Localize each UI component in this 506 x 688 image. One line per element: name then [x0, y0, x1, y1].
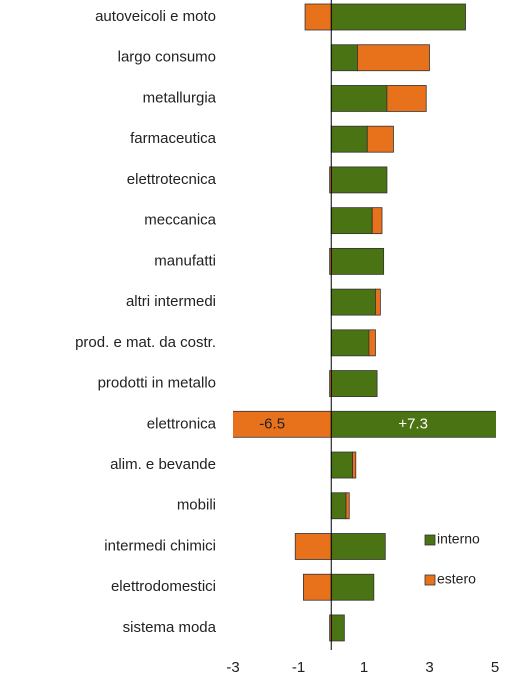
value-label: +7.3	[398, 415, 428, 432]
x-tick-label: -1	[292, 659, 305, 676]
category-label: autoveicoli e moto	[95, 8, 216, 25]
bar	[294, 533, 332, 560]
category-label: elettrodomestici	[111, 578, 216, 595]
category-label: prodotti in metallo	[98, 375, 216, 392]
bar	[330, 247, 385, 275]
category-label: intermedi chimici	[104, 537, 216, 554]
x-tick-label: 1	[360, 659, 368, 676]
legend-label: estero	[437, 571, 476, 587]
bar	[330, 288, 376, 316]
bar	[330, 44, 358, 72]
bar	[368, 329, 376, 357]
bar	[330, 573, 375, 601]
bar	[386, 85, 427, 112]
bar	[330, 410, 496, 438]
bar	[330, 85, 388, 112]
bar	[330, 329, 370, 357]
category-label: mobili	[177, 497, 216, 514]
bar	[330, 3, 466, 31]
value-label: -6.5	[259, 415, 285, 432]
x-tick-label: 5	[491, 659, 499, 676]
category-label: alim. e bevande	[110, 456, 216, 473]
category-label: elettrotecnica	[127, 171, 217, 188]
legend-swatch	[424, 574, 436, 586]
bar	[330, 370, 378, 397]
category-label: elettronica	[147, 415, 217, 432]
bar	[330, 614, 345, 642]
category-label: largo consumo	[118, 49, 216, 66]
bar	[375, 288, 381, 316]
bar	[330, 492, 347, 520]
bar	[330, 533, 386, 560]
category-label: farmaceutica	[130, 130, 217, 147]
bar	[330, 451, 353, 479]
category-label: sistema moda	[123, 619, 217, 636]
bar	[330, 207, 373, 235]
x-tick-label: 3	[425, 659, 433, 676]
bar	[345, 492, 350, 520]
category-label: prod. e mat. da costr.	[75, 334, 216, 351]
bar	[371, 207, 383, 235]
bar	[352, 451, 357, 479]
bar	[330, 125, 368, 153]
bar	[304, 3, 332, 31]
bar	[357, 44, 430, 72]
category-label: altri intermedi	[126, 293, 216, 310]
plot-area	[233, 3, 496, 642]
category-label: meccanica	[144, 212, 216, 229]
legend-label: interno	[437, 531, 480, 547]
category-label: metallurgia	[143, 89, 217, 106]
bar	[303, 573, 332, 601]
bar	[330, 166, 388, 194]
bar	[366, 125, 394, 153]
legend-swatch	[424, 534, 436, 546]
x-tick-label: -3	[226, 659, 239, 676]
category-label: manufatti	[154, 252, 216, 269]
